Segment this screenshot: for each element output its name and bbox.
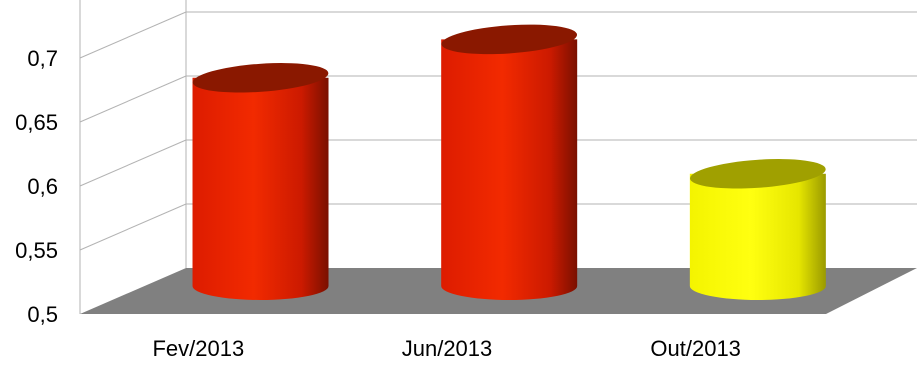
y-tick-label: 0,6 <box>27 174 58 199</box>
bar-body <box>192 77 329 300</box>
bar-out-2013 <box>689 159 826 300</box>
gridline-side <box>79 75 187 123</box>
x-tick-label: Jun/2013 <box>402 336 493 361</box>
y-tick-label: 0,7 <box>27 46 58 71</box>
bar-top <box>441 24 578 55</box>
y-tick-label: 0,65 <box>15 110 58 135</box>
chart-frame <box>79 0 187 314</box>
bar-body <box>441 39 578 300</box>
bar-fev-2013 <box>192 63 329 300</box>
y-tick-label: 0,55 <box>15 238 58 263</box>
gridline-side <box>79 11 187 59</box>
bar-body <box>689 173 826 300</box>
y-axis-tick-labels: 0,5 0,55 0,6 0,65 0,7 <box>15 46 58 327</box>
x-axis-tick-labels: Fev/2013 Jun/2013 Out/2013 <box>152 336 740 361</box>
gridline-side <box>79 203 187 251</box>
y-tick-label: 0,5 <box>27 302 58 327</box>
bars <box>192 24 826 300</box>
bar-jun-2013 <box>441 24 578 300</box>
x-tick-label: Fev/2013 <box>152 336 244 361</box>
x-tick-label: Out/2013 <box>650 336 741 361</box>
bar-top <box>192 63 329 93</box>
gridline-side <box>79 139 187 187</box>
bar-top <box>690 159 826 189</box>
